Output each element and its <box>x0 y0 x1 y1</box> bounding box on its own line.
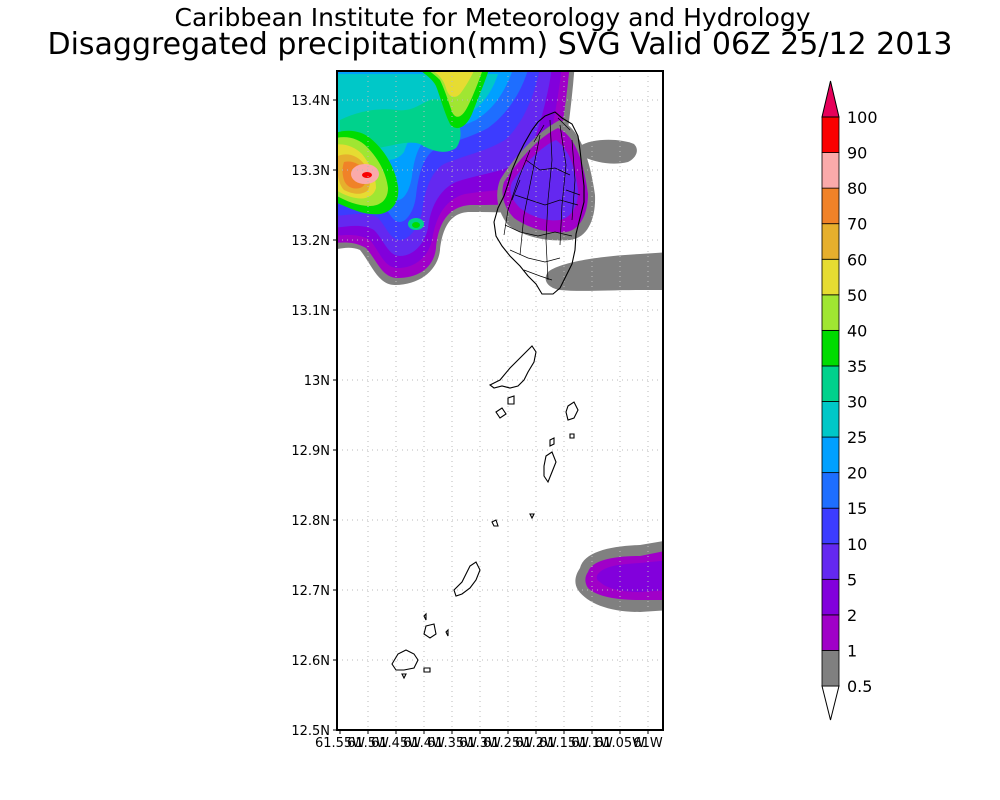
colorbar-label: 2 <box>847 606 857 625</box>
canouan-coastline <box>543 451 557 484</box>
lat-label: 13.3N <box>291 164 330 179</box>
islet-10 <box>401 673 407 680</box>
colorbar-label: 10 <box>847 535 867 554</box>
island-outlines <box>391 111 585 680</box>
colorbar-label: 20 <box>847 464 867 483</box>
colorbar-label: 35 <box>847 357 867 376</box>
lon-label: 61.45W <box>371 736 421 751</box>
islet-3 <box>549 437 555 447</box>
bequia-coastline <box>488 345 537 389</box>
precip-patch-east-1 <box>578 139 637 164</box>
colorbar-band <box>821 187 840 225</box>
colorbar-label: 50 <box>847 286 867 305</box>
islet-2 <box>507 395 515 405</box>
colorbar-band <box>821 258 840 296</box>
colorbar-label: 5 <box>847 570 857 589</box>
islet-6 <box>529 513 535 520</box>
lat-label: 12.9N <box>291 444 330 459</box>
precip-southeast-2 <box>596 560 663 592</box>
st-vincent-rivers <box>503 117 581 281</box>
latitude-labels: 13.4N 13.3N 13.2N 13.1N 13N 12.9N 12.8N … <box>291 94 330 739</box>
colorbar-band <box>821 578 840 616</box>
colorbar-label: 1 <box>847 641 857 660</box>
lon-label: 61.35W <box>427 736 477 751</box>
lat-label: 12.6N <box>291 654 330 669</box>
precip-contour-90-west <box>362 172 372 178</box>
colorbar-label: 70 <box>847 215 867 234</box>
precip-patch-east-2 <box>545 252 663 291</box>
islet-7 <box>423 612 427 621</box>
lon-label: 61.15W <box>539 736 589 751</box>
colorbar-band <box>821 614 840 651</box>
colorbar-label: 90 <box>847 144 867 163</box>
colorbar-band <box>821 507 840 545</box>
colorbar-band <box>821 472 840 509</box>
carriacou-main-coastline <box>391 649 419 671</box>
colorbar-band <box>821 329 840 367</box>
lon-label: 61W <box>633 736 663 751</box>
colorbar-band <box>821 294 840 331</box>
colorbar-band <box>821 436 840 474</box>
lat-label: 13.1N <box>291 304 330 319</box>
colorbar-label: 100 <box>847 108 878 127</box>
islet-8 <box>445 628 449 637</box>
colorbar-band <box>821 650 840 687</box>
longitude-labels: 61.55W 61.5W 61.45W 61.4W 61.35W 61.3W 6… <box>315 736 663 751</box>
islet-9 <box>423 667 431 673</box>
colorbar-label: 80 <box>847 179 867 198</box>
colorbar-label: 15 <box>847 499 867 518</box>
lon-label: 61.05W <box>595 736 645 751</box>
axis-ticks <box>333 99 649 734</box>
colorbar-band <box>821 223 840 260</box>
islet-1 <box>495 407 507 419</box>
colorbar-under-triangle <box>821 685 840 721</box>
colorbar-label: 25 <box>847 428 867 447</box>
mustique-coastline <box>565 401 579 421</box>
lon-label: 61.3W <box>459 736 501 751</box>
carriacou-coastline <box>423 623 437 639</box>
colorbar-band <box>821 152 840 189</box>
st-vincent-coastline <box>493 111 585 295</box>
islet-4 <box>569 433 575 439</box>
colorbar-band <box>821 401 840 438</box>
lat-label: 13.4N <box>291 94 330 109</box>
precip-contour-40-spot <box>412 222 420 228</box>
colorbar-band <box>821 116 840 153</box>
lon-label: 61.5W <box>347 736 389 751</box>
colorbar-label: 60 <box>847 250 867 269</box>
islet-5 <box>491 519 499 527</box>
plot-frame <box>336 70 664 731</box>
colorbar-over-triangle <box>821 80 840 118</box>
lon-label: 61.1W <box>571 736 613 751</box>
colorbar-label: 30 <box>847 393 867 412</box>
chart-title-line1: Caribbean Institute for Meteorology and … <box>174 3 811 32</box>
union-island-coastline <box>453 561 481 597</box>
colorbar-band <box>821 543 840 580</box>
lon-label: 61.55W <box>315 736 365 751</box>
lat-label: 12.8N <box>291 514 330 529</box>
colorbar-label: 0.5 <box>847 677 872 696</box>
lat-label: 12.5N <box>291 724 330 739</box>
precip-contour-50-north <box>433 71 474 97</box>
lon-label: 61.25W <box>483 736 533 751</box>
lat-label: 12.7N <box>291 584 330 599</box>
lon-label: 61.2W <box>515 736 557 751</box>
lon-label: 61.4W <box>403 736 445 751</box>
lat-label: 13.2N <box>291 234 330 249</box>
colorbar-label: 40 <box>847 321 867 340</box>
colorbar-band <box>821 365 840 402</box>
chart-title-line2: Disaggregated precipitation(mm) SVG Vali… <box>47 27 953 62</box>
lat-label: 13N <box>304 374 330 389</box>
